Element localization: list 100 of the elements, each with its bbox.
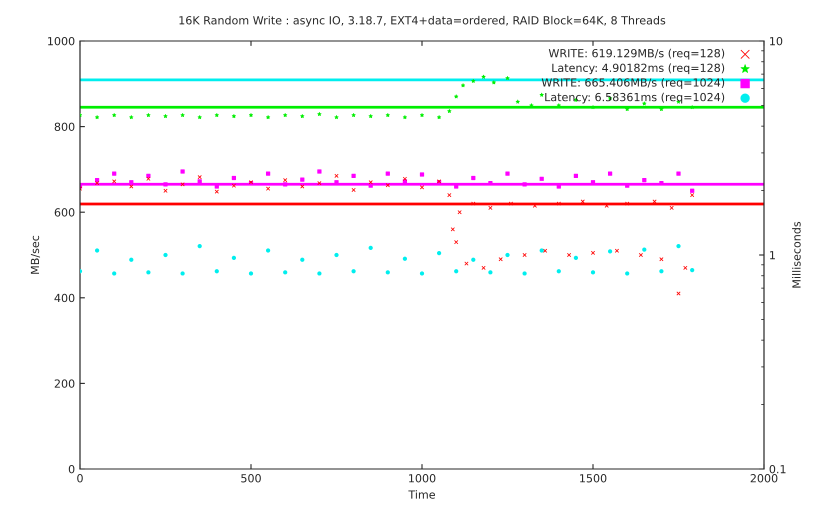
point xyxy=(522,271,527,276)
point xyxy=(540,92,544,97)
y2-axis-title: Milliseconds xyxy=(792,222,801,288)
point xyxy=(420,271,424,276)
point xyxy=(471,176,476,180)
point xyxy=(163,252,168,258)
point xyxy=(482,74,486,79)
point xyxy=(386,270,390,274)
point xyxy=(368,246,373,250)
point xyxy=(146,176,151,181)
point xyxy=(351,188,356,192)
point xyxy=(437,115,442,120)
point xyxy=(436,251,442,256)
x-tick-label: 0 xyxy=(77,474,83,482)
point xyxy=(94,248,100,253)
y2-tick-label: 10 xyxy=(770,36,782,46)
point xyxy=(300,258,304,262)
point xyxy=(198,115,202,120)
y-tick-label: 800 xyxy=(54,122,74,131)
point xyxy=(464,261,469,266)
point xyxy=(492,80,496,84)
point xyxy=(642,247,646,252)
point xyxy=(146,270,151,274)
point xyxy=(386,183,390,188)
point xyxy=(266,248,270,253)
point xyxy=(498,257,503,262)
point xyxy=(386,113,390,118)
point xyxy=(283,270,288,274)
point xyxy=(351,269,356,274)
point xyxy=(505,76,510,80)
point xyxy=(112,179,116,184)
x-tick-label: 1000 xyxy=(409,474,436,482)
y-tick-label: 400 xyxy=(54,294,74,302)
point xyxy=(232,176,236,180)
point xyxy=(300,184,304,189)
point xyxy=(608,172,612,176)
point xyxy=(368,180,373,184)
point xyxy=(676,244,681,248)
y2-tick-label: 0.1 xyxy=(770,464,786,474)
y-tick-label: 200 xyxy=(54,379,74,388)
point xyxy=(676,172,681,176)
point xyxy=(450,227,455,232)
point xyxy=(248,271,254,276)
point xyxy=(488,206,493,210)
point xyxy=(214,190,219,194)
point xyxy=(574,256,578,260)
point xyxy=(334,115,339,120)
point xyxy=(638,252,643,258)
x-tick-label: 2000 xyxy=(750,474,778,482)
point xyxy=(590,270,596,274)
x-axis-title: Time xyxy=(408,490,435,499)
x-tick-label: 500 xyxy=(241,474,261,482)
point xyxy=(454,94,458,98)
point xyxy=(266,115,270,120)
y-tick-label: 600 xyxy=(54,208,74,217)
point xyxy=(112,172,116,176)
point xyxy=(198,174,202,180)
point xyxy=(129,184,134,189)
point xyxy=(112,113,116,118)
point xyxy=(283,182,288,186)
point xyxy=(317,112,322,116)
point xyxy=(283,178,288,182)
point xyxy=(454,240,458,244)
x-tick-label: 1500 xyxy=(580,474,606,482)
point xyxy=(420,172,424,177)
point xyxy=(214,113,219,118)
point xyxy=(283,113,288,118)
point xyxy=(505,252,510,258)
point xyxy=(676,291,681,296)
point xyxy=(659,269,664,274)
point xyxy=(522,252,527,258)
point xyxy=(352,113,356,118)
point xyxy=(543,248,548,253)
point xyxy=(471,78,476,83)
point xyxy=(447,192,452,198)
point xyxy=(386,172,390,176)
point xyxy=(351,174,356,178)
point xyxy=(232,184,236,188)
legend-label: Latency: 4.90182ms (req=128) xyxy=(552,63,724,74)
point xyxy=(180,113,185,118)
point xyxy=(625,271,630,276)
point xyxy=(368,114,373,118)
point xyxy=(454,269,458,274)
point xyxy=(556,269,561,274)
y-axis-title: MB/sec xyxy=(30,236,40,274)
point xyxy=(94,180,100,186)
point xyxy=(180,182,185,186)
y-tick-label: 0 xyxy=(68,464,74,474)
point xyxy=(112,271,116,276)
chart-title: 16K Random Write : async IO, 3.18.7, EXT4+data=ordered, RAID Block=64K, 8 Threads xyxy=(179,16,666,27)
point xyxy=(198,244,202,248)
point xyxy=(590,250,596,255)
point xyxy=(402,176,408,181)
point xyxy=(129,115,134,120)
point xyxy=(266,172,270,176)
point xyxy=(458,210,462,214)
point xyxy=(690,268,694,272)
point xyxy=(505,172,510,176)
point xyxy=(214,269,219,274)
point xyxy=(471,258,476,262)
